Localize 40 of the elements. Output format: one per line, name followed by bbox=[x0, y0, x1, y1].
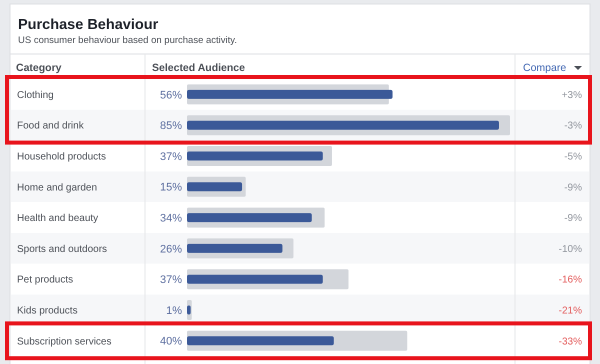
text: -33% bbox=[558, 336, 582, 348]
data-label: 85% bbox=[160, 120, 182, 132]
chart-subtitle: US consumer behaviour based on purchase activity. bbox=[18, 35, 237, 46]
y-tick-label: Sports and outdoors bbox=[17, 244, 108, 255]
bar bbox=[187, 182, 242, 192]
y-axis-title: Category bbox=[16, 62, 62, 74]
chart-title: Purchase Behaviour bbox=[18, 17, 159, 33]
data-label: 40% bbox=[160, 336, 182, 348]
data-label: 34% bbox=[160, 212, 182, 224]
text: -21% bbox=[558, 306, 582, 316]
x-axis-title: Selected Audience bbox=[152, 62, 246, 74]
data-label: 26% bbox=[160, 243, 182, 256]
text: -16% bbox=[558, 274, 582, 286]
y-tick-label: Food and drink bbox=[17, 120, 85, 132]
bar bbox=[187, 213, 312, 222]
data-label: 37% bbox=[160, 150, 182, 163]
text: -5% bbox=[564, 152, 582, 162]
text: -10% bbox=[558, 244, 582, 255]
data-label: 37% bbox=[160, 274, 182, 286]
text: +3% bbox=[562, 90, 582, 101]
y-tick-label: Clothing bbox=[17, 90, 54, 101]
bar bbox=[187, 120, 499, 130]
bar bbox=[187, 152, 323, 160]
y-tick-label: Kids products bbox=[17, 306, 78, 316]
bar bbox=[187, 274, 323, 284]
bar bbox=[187, 336, 334, 346]
data-label: 56% bbox=[160, 89, 182, 102]
data-label: 15% bbox=[160, 182, 182, 194]
y-tick-label: Home and garden bbox=[17, 182, 98, 194]
y-tick-label: Household products bbox=[17, 152, 106, 162]
y-tick-label: Health and beauty bbox=[17, 213, 98, 224]
text: Compare bbox=[523, 62, 566, 74]
bar bbox=[187, 90, 393, 99]
y-tick-label: Subscription services bbox=[17, 336, 112, 348]
text: -3% bbox=[564, 120, 582, 132]
data-label: 1% bbox=[166, 304, 182, 317]
text: -9% bbox=[564, 213, 582, 224]
text: -9% bbox=[564, 182, 582, 194]
bar bbox=[187, 244, 282, 253]
y-tick-label: Pet products bbox=[17, 274, 74, 286]
